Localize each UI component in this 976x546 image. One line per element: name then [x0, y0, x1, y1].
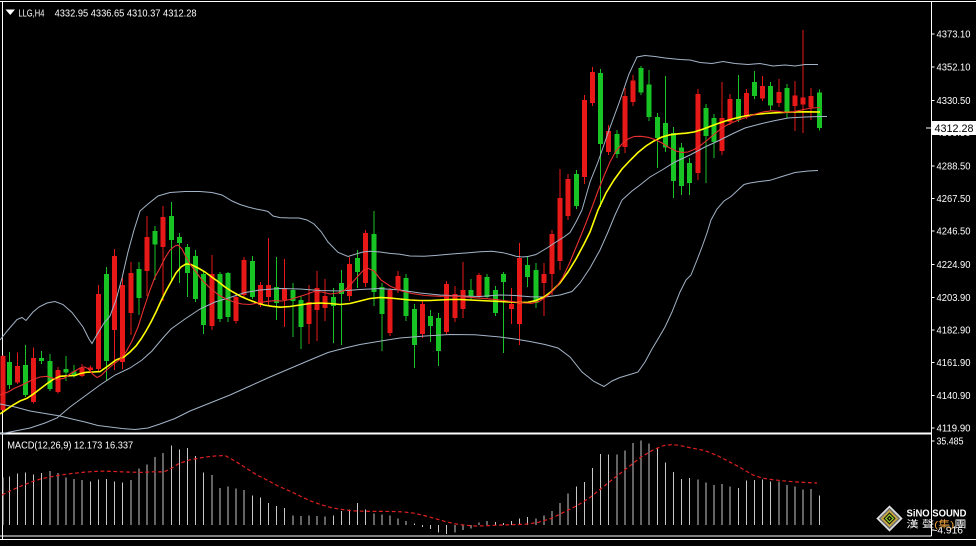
svg-text:4161.90: 4161.90 — [937, 358, 971, 369]
svg-text:4182.90: 4182.90 — [937, 326, 971, 337]
svg-text:4119.90: 4119.90 — [937, 424, 971, 435]
svg-text:4352.10: 4352.10 — [937, 62, 971, 73]
svg-text:4312.28: 4312.28 — [935, 123, 974, 135]
svg-text:4203.90: 4203.90 — [937, 293, 971, 304]
svg-text:漢 聲(集)團: 漢 聲 (集) 團 — [907, 519, 967, 531]
svg-text:35.485: 35.485 — [937, 437, 964, 448]
svg-text:4330.50: 4330.50 — [937, 96, 971, 107]
svg-text:4246.50: 4246.50 — [937, 227, 971, 238]
svg-text:4224.90: 4224.90 — [937, 260, 971, 271]
svg-text:4267.50: 4267.50 — [937, 194, 971, 205]
svg-text:-4.916: -4.916 — [934, 526, 963, 537]
svg-text:LLG,H4: LLG,H4 — [18, 7, 44, 19]
svg-text:4288.50: 4288.50 — [937, 161, 971, 172]
svg-text:MACD(12,26,9) 12.173 16.337: MACD(12,26,9) 12.173 16.337 — [7, 440, 133, 452]
svg-text:4373.10: 4373.10 — [937, 30, 971, 41]
svg-text:4140.90: 4140.90 — [937, 391, 971, 402]
svg-text:SiNO SOUND: SiNO SOUND — [907, 508, 967, 520]
svg-text:4332.95 4336.65 4310.37 4312.2: 4332.95 4336.65 4310.37 4312.28 — [55, 7, 197, 19]
